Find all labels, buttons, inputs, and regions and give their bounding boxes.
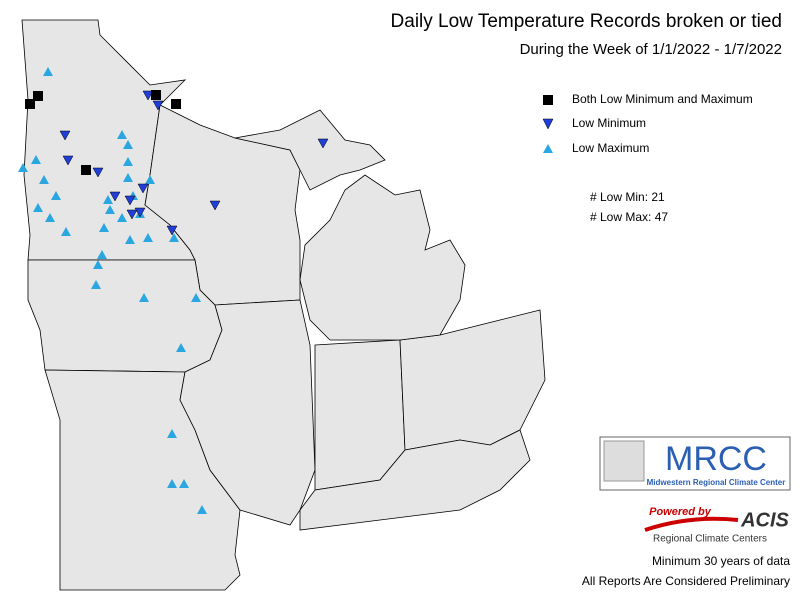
low-min-marker bbox=[317, 138, 329, 149]
michigan-lower bbox=[299, 174, 466, 341]
low-max-marker bbox=[33, 203, 43, 212]
low-max-marker bbox=[97, 250, 107, 259]
illinois bbox=[179, 299, 316, 526]
low-max-marker bbox=[125, 235, 135, 244]
low-max-marker bbox=[179, 479, 189, 488]
both-marker bbox=[81, 165, 91, 175]
low-max-marker bbox=[123, 173, 133, 182]
low-min-marker bbox=[126, 209, 138, 220]
low-max-marker bbox=[61, 227, 71, 236]
legend-label: Both Low Minimum and Maximum bbox=[572, 92, 753, 106]
low-min-marker bbox=[166, 225, 178, 236]
low-max-marker bbox=[31, 155, 41, 164]
low-min-marker bbox=[152, 100, 164, 111]
low-max-marker bbox=[123, 157, 133, 166]
low-max-marker bbox=[117, 213, 127, 222]
footer-note: All Reports Are Considered Preliminary bbox=[582, 574, 790, 588]
both-marker bbox=[25, 99, 35, 109]
logo-icon bbox=[603, 440, 645, 482]
low-max-marker bbox=[176, 343, 186, 352]
low-max-marker bbox=[169, 233, 179, 242]
low-max-marker bbox=[39, 175, 49, 184]
low-max-marker bbox=[123, 140, 133, 149]
rcc: Regional Climate Centers bbox=[653, 534, 767, 545]
low-min-marker bbox=[137, 183, 149, 194]
low-min-marker bbox=[209, 200, 221, 211]
count-value: 47 bbox=[655, 210, 669, 224]
count-label: # Low Min: bbox=[590, 190, 648, 204]
low-max-marker bbox=[139, 293, 149, 302]
low-max-marker bbox=[43, 67, 53, 76]
low-max-marker bbox=[197, 505, 207, 514]
low-max-marker bbox=[103, 195, 113, 204]
low-min-marker bbox=[59, 130, 71, 141]
low-max-marker bbox=[45, 213, 55, 222]
low-max-marker bbox=[91, 280, 101, 289]
iowa bbox=[27, 259, 223, 373]
footer-note: Minimum 30 years of data bbox=[652, 554, 790, 568]
low-max-marker bbox=[18, 163, 28, 172]
kentucky bbox=[299, 429, 531, 531]
markers bbox=[18, 67, 329, 514]
powered-by: Powered by bbox=[649, 506, 712, 518]
legend-label: Low Maximum bbox=[572, 141, 649, 155]
low-max-marker bbox=[93, 260, 103, 269]
low-min-marker bbox=[142, 90, 154, 101]
acis-swoosh bbox=[644, 516, 739, 532]
low-min-marker bbox=[62, 155, 74, 166]
logo-name: Midwestern Regional Climate Center bbox=[647, 478, 786, 487]
low-max-marker bbox=[167, 429, 177, 438]
count-label: # Low Max: bbox=[590, 210, 651, 224]
low-min-marker bbox=[109, 191, 121, 202]
low-min-marker bbox=[92, 167, 104, 178]
count-value: 21 bbox=[651, 190, 665, 204]
both-marker bbox=[33, 91, 43, 101]
michigan-upper bbox=[234, 109, 386, 191]
subtitle: During the Week of 1/1/2022 - 1/7/2022 bbox=[520, 41, 782, 58]
low-max-count: # Low Max: 47 bbox=[590, 210, 668, 224]
low-max-marker bbox=[143, 233, 153, 242]
low-max-marker bbox=[99, 223, 109, 232]
title: Daily Low Temperature Records broken or … bbox=[391, 11, 782, 32]
low-min-count: # Low Min: 21 bbox=[590, 190, 665, 204]
legend-square bbox=[543, 95, 553, 105]
low-max-marker bbox=[145, 175, 155, 184]
states bbox=[21, 19, 546, 591]
low-min-marker bbox=[124, 195, 136, 206]
low-max-marker bbox=[167, 479, 177, 488]
low-max-marker bbox=[105, 205, 115, 214]
legend-down-triangle bbox=[542, 118, 554, 130]
low-max-marker bbox=[51, 191, 61, 200]
legend-label: Low Minimum bbox=[572, 116, 646, 130]
both-marker bbox=[171, 99, 181, 109]
low-max-marker bbox=[191, 293, 201, 302]
low-max-marker bbox=[117, 130, 127, 139]
acis: ACIS bbox=[740, 509, 789, 531]
both-marker bbox=[151, 90, 161, 100]
legend-up-triangle bbox=[543, 144, 553, 153]
logo-mrcc: MRCC bbox=[665, 440, 767, 478]
low-min-marker bbox=[134, 207, 146, 218]
